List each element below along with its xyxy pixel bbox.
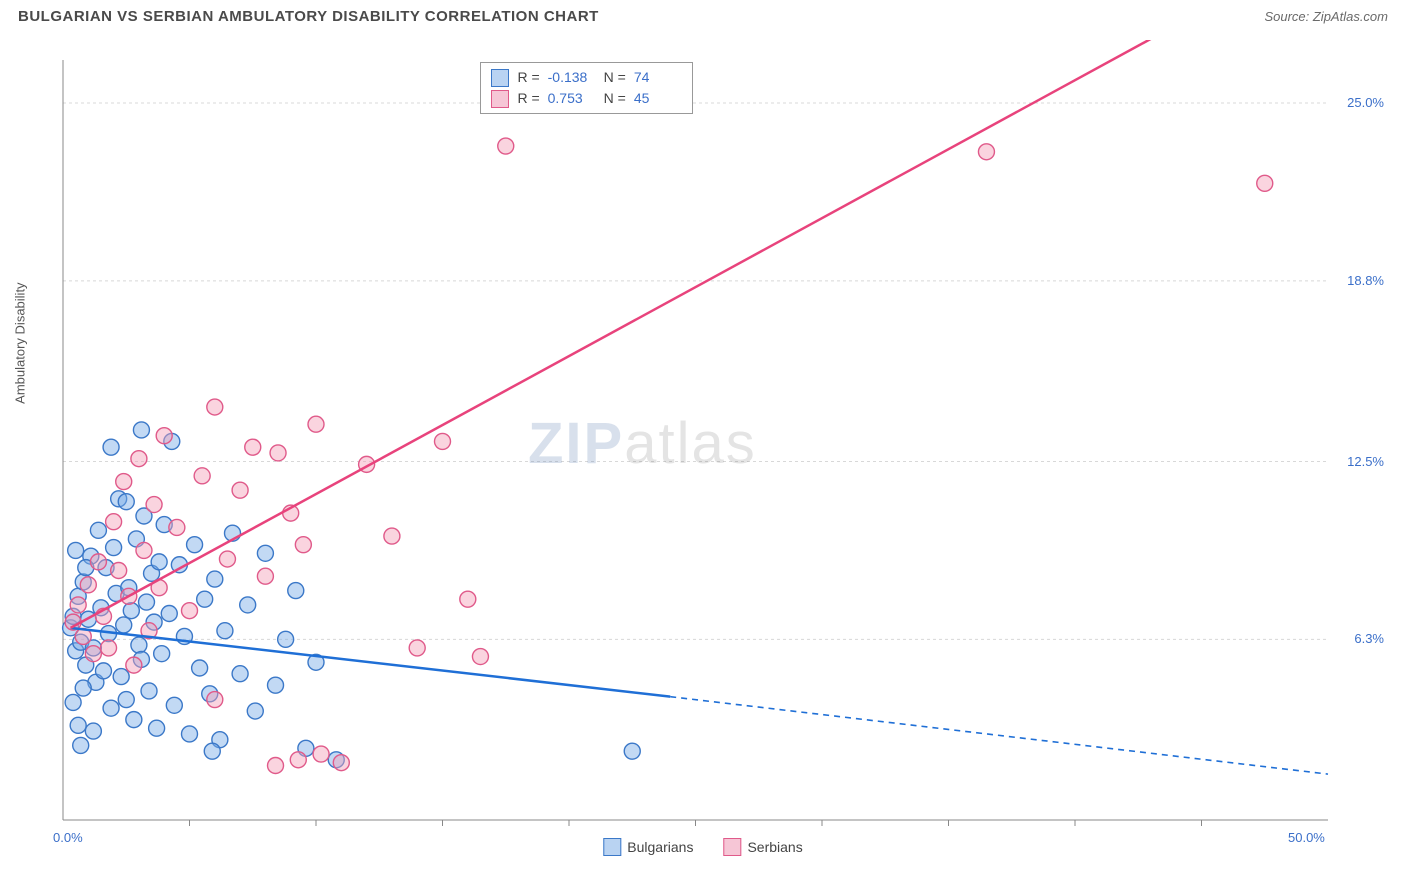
legend-swatch	[603, 838, 621, 856]
x-tick-label: 50.0%	[1288, 830, 1325, 845]
y-tick-label: 12.5%	[1334, 454, 1384, 469]
stat-n-key: N =	[604, 88, 626, 109]
chart-title: BULGARIAN VS SERBIAN AMBULATORY DISABILI…	[18, 8, 599, 25]
source-prefix: Source:	[1264, 9, 1312, 24]
scatter-chart	[18, 40, 1388, 874]
legend-item: Serbians	[723, 838, 802, 856]
source-name: ZipAtlas.com	[1313, 9, 1388, 24]
legend: Bulgarians Serbians	[603, 838, 802, 856]
correlation-stats-box: R = -0.138 N = 74R = 0.753 N = 45	[480, 62, 692, 114]
stat-r-key: R =	[517, 88, 539, 109]
y-tick-label: 18.8%	[1334, 273, 1384, 288]
stats-row: R = -0.138 N = 74	[491, 67, 681, 88]
y-tick-label: 25.0%	[1334, 95, 1384, 110]
chart-source: Source: ZipAtlas.com	[1264, 9, 1388, 24]
chart-header: BULGARIAN VS SERBIAN AMBULATORY DISABILI…	[0, 0, 1406, 29]
stats-swatch	[491, 90, 509, 108]
chart-container: Ambulatory Disability ZIPatlas R = -0.13…	[18, 40, 1388, 874]
legend-swatch	[723, 838, 741, 856]
stats-swatch	[491, 69, 509, 87]
x-tick-label: 0.0%	[53, 830, 83, 845]
stat-r-value: -0.138	[548, 67, 596, 88]
legend-item: Bulgarians	[603, 838, 693, 856]
stats-row: R = 0.753 N = 45	[491, 88, 681, 109]
stat-r-value: 0.753	[548, 88, 596, 109]
stat-n-key: N =	[604, 67, 626, 88]
stat-n-value: 45	[634, 88, 682, 109]
legend-label: Bulgarians	[627, 839, 693, 855]
stat-r-key: R =	[517, 67, 539, 88]
y-tick-label: 6.3%	[1334, 631, 1384, 646]
stat-n-value: 74	[634, 67, 682, 88]
legend-label: Serbians	[747, 839, 802, 855]
